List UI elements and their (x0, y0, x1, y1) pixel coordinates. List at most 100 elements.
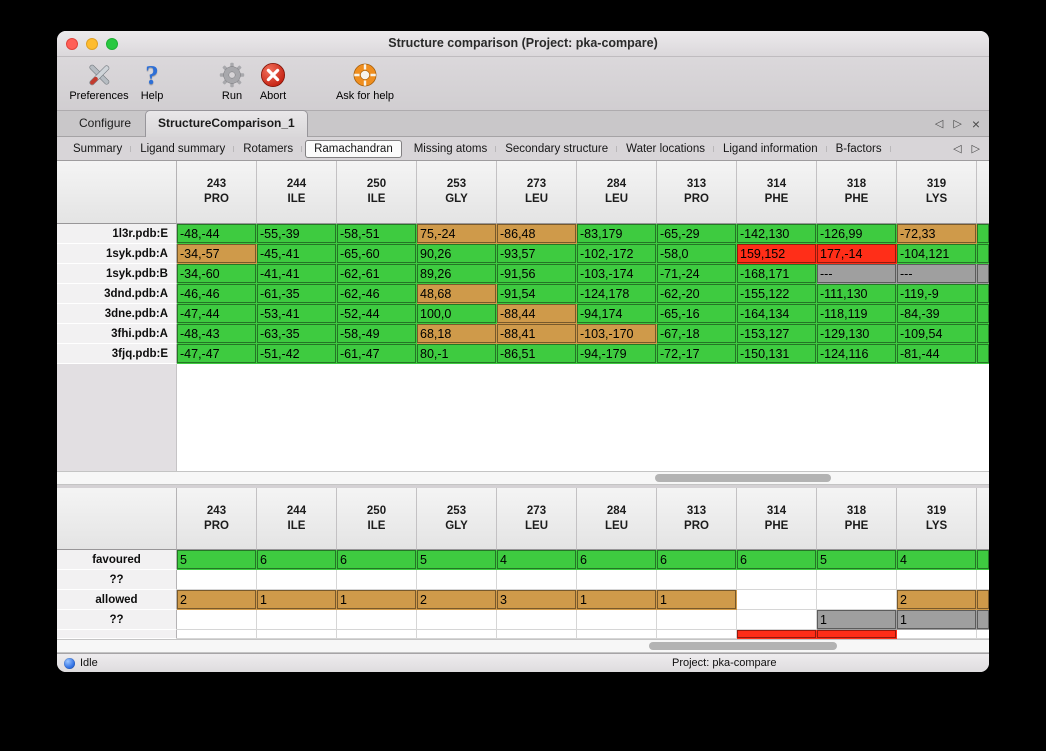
table-cell[interactable]: -71,-24 (657, 264, 737, 284)
table-cell[interactable]: -164,134 (737, 304, 817, 324)
table-cell[interactable]: -124,178 (577, 284, 657, 304)
tab-close-icon[interactable]: × (971, 115, 980, 132)
table-cell[interactable]: 4 (497, 550, 577, 570)
subtab-secondary-structure[interactable]: Secondary structure (496, 140, 618, 158)
table-cell[interactable] (177, 630, 257, 639)
column-header[interactable]: 314 PHE (737, 488, 817, 550)
table-cell[interactable]: --- (897, 264, 977, 284)
table-cell[interactable] (737, 570, 817, 590)
table-cell[interactable]: -150,131 (737, 344, 817, 364)
abort-button[interactable]: Abort (231, 60, 315, 103)
subtab-ligand-information[interactable]: Ligand information (714, 140, 827, 158)
subtab-ramachandran[interactable]: Ramachandran (305, 139, 402, 158)
table-cell[interactable] (257, 570, 337, 590)
table-cell[interactable] (177, 610, 257, 630)
table-cell[interactable] (817, 630, 897, 639)
table-cell[interactable]: 48,68 (417, 284, 497, 304)
table-cell[interactable]: 80,-1 (417, 344, 497, 364)
table-cell[interactable]: -155,122 (737, 284, 817, 304)
minimize-window-button[interactable] (86, 38, 98, 50)
run-button[interactable]: Run (190, 60, 274, 103)
column-header[interactable]: 250 ILE (337, 161, 417, 224)
table-cell[interactable]: -61,-35 (257, 284, 337, 304)
column-header[interactable]: 253 GLY (417, 161, 497, 224)
scrollbar-thumb[interactable] (655, 474, 831, 482)
column-header[interactable]: 318 PHE (817, 161, 897, 224)
table-cell[interactable]: 159,152 (737, 244, 817, 264)
column-header[interactable]: 313 PRO (657, 161, 737, 224)
column-header[interactable]: 244 ILE (257, 161, 337, 224)
table-cell[interactable]: -47,-44 (177, 304, 257, 324)
table-cell[interactable]: -63,-35 (257, 324, 337, 344)
column-header[interactable]: 284 LEU (577, 161, 657, 224)
table-cell[interactable]: -86,48 (497, 224, 577, 244)
column-header[interactable]: 319 LYS (897, 161, 977, 224)
preferences-button[interactable]: Preferences (57, 60, 141, 103)
table-cell[interactable] (817, 590, 897, 610)
table-cell[interactable]: -65,-29 (657, 224, 737, 244)
table-cell[interactable]: -61,-47 (337, 344, 417, 364)
table-cell[interactable]: -104,121 (897, 244, 977, 264)
table-cell[interactable]: -94,-179 (577, 344, 657, 364)
table-cell[interactable]: -72,-17 (657, 344, 737, 364)
row-label[interactable]: favoured (57, 550, 177, 570)
table-cell[interactable]: -67,-18 (657, 324, 737, 344)
table-cell[interactable]: -34,-57 (177, 244, 257, 264)
table-cell[interactable] (737, 610, 817, 630)
table-cell[interactable]: -124,116 (817, 344, 897, 364)
table-cell[interactable]: -52,-44 (337, 304, 417, 324)
table-cell[interactable] (657, 630, 737, 639)
table-cell[interactable]: -72,33 (897, 224, 977, 244)
table-cell[interactable]: 100,0 (417, 304, 497, 324)
table-cell[interactable]: -41,-41 (257, 264, 337, 284)
table-cell[interactable]: -84,-39 (897, 304, 977, 324)
scrollbar-thumb[interactable] (649, 642, 837, 650)
table-cell[interactable] (657, 570, 737, 590)
row-label[interactable]: 1syk.pdb:A (57, 244, 177, 264)
table-cell[interactable]: -109,54 (897, 324, 977, 344)
row-label[interactable] (57, 630, 177, 639)
row-label[interactable]: 3dnd.pdb:A (57, 284, 177, 304)
table-cell[interactable]: -83,179 (577, 224, 657, 244)
close-window-button[interactable] (66, 38, 78, 50)
table-cell[interactable]: 89,26 (417, 264, 497, 284)
table-cell[interactable]: 6 (737, 550, 817, 570)
subtab-next-icon[interactable]: ▷ (971, 143, 980, 155)
table-cell[interactable]: -129,130 (817, 324, 897, 344)
subtab-prev-icon[interactable]: ◁ (953, 143, 962, 155)
subtab-missing-atoms[interactable]: Missing atoms (405, 140, 497, 158)
help-button[interactable]: ? Help (110, 60, 194, 103)
table-cell[interactable]: -53,-41 (257, 304, 337, 324)
table-cell[interactable]: 5 (417, 550, 497, 570)
table-cell[interactable] (417, 630, 497, 639)
tab-configure[interactable]: Configure (79, 116, 132, 130)
table-cell[interactable]: -48,-44 (177, 224, 257, 244)
row-label[interactable]: 3fjq.pdb:E (57, 344, 177, 364)
row-label[interactable]: 3fhi.pdb:A (57, 324, 177, 344)
table-cell[interactable]: 6 (577, 550, 657, 570)
column-header[interactable]: 250 ILE (337, 488, 417, 550)
table-cell[interactable]: -118,119 (817, 304, 897, 324)
column-header[interactable]: 253 GLY (417, 488, 497, 550)
row-label[interactable]: 1l3r.pdb:E (57, 224, 177, 244)
table-cell[interactable]: --- (817, 264, 897, 284)
column-header[interactable]: 273 LEU (497, 161, 577, 224)
table-cell[interactable]: 2 (897, 590, 977, 610)
table-cell[interactable]: -88,44 (497, 304, 577, 324)
table-cell[interactable]: -34,-60 (177, 264, 257, 284)
table-cell[interactable]: -91,54 (497, 284, 577, 304)
table-cell[interactable]: -58,-51 (337, 224, 417, 244)
subtab-summary[interactable]: Summary (64, 140, 132, 158)
horizontal-scrollbar-bottom[interactable] (57, 639, 989, 653)
table-cell[interactable]: -81,-44 (897, 344, 977, 364)
table-cell[interactable] (737, 590, 817, 610)
column-header[interactable]: 318 PHE (817, 488, 897, 550)
table-cell[interactable] (497, 570, 577, 590)
table-cell[interactable]: 1 (337, 590, 417, 610)
table-cell[interactable] (417, 570, 497, 590)
tab-structurecomparison-1[interactable]: StructureComparison_1 (145, 110, 308, 137)
table-cell[interactable] (577, 630, 657, 639)
table-cell[interactable] (177, 570, 257, 590)
table-cell[interactable] (897, 630, 977, 639)
table-cell[interactable]: 177,-14 (817, 244, 897, 264)
